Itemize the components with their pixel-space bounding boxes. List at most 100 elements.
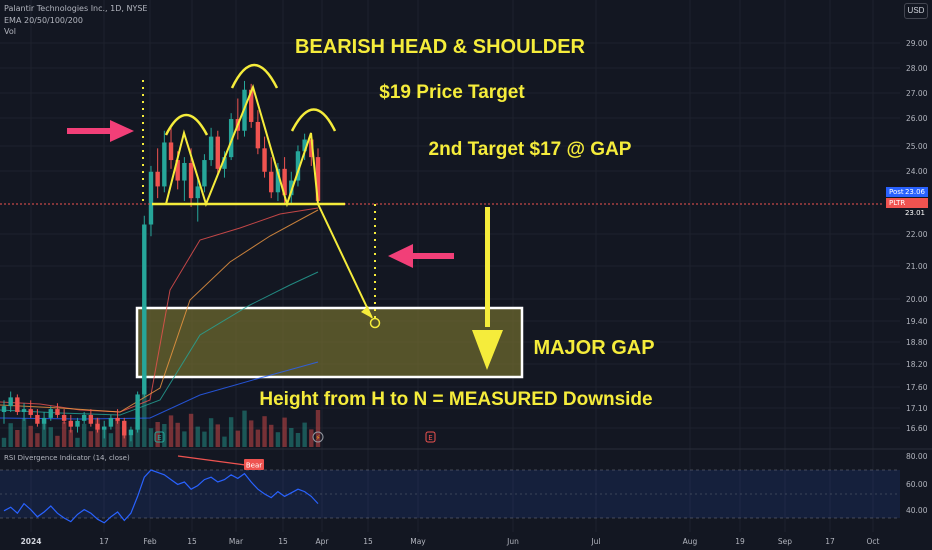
volume-bar (8, 423, 13, 447)
volume-bar (81, 423, 87, 447)
candle-body (28, 409, 33, 415)
candle-body (15, 397, 20, 413)
candle-body (275, 168, 281, 193)
ema-line (0, 361, 319, 420)
volume-bar (1, 437, 7, 447)
candle-body (175, 160, 180, 181)
candle-body (55, 409, 60, 415)
time-tick-label: 15 (278, 537, 288, 546)
target2-annotation: 2nd Target $17 @ GAP (429, 139, 632, 160)
ema-legend[interactable]: EMA 20/50/100/200 (4, 16, 83, 25)
bear-label: Bear (246, 462, 262, 470)
candle-body (302, 139, 307, 152)
candle-body (81, 414, 87, 421)
candle-body (88, 414, 94, 424)
volume-bar (115, 420, 120, 447)
candle-body (102, 426, 107, 430)
time-tick-label: Feb (143, 537, 157, 546)
price-tick-label: 26.00 (906, 114, 928, 123)
time-tick-label: Apr (316, 537, 330, 546)
time-tick-label: 17 (99, 537, 109, 546)
rsi-tick-label: 80.00 (906, 452, 928, 461)
candle-body (75, 420, 80, 427)
volume-bar (309, 429, 314, 447)
candle-body (295, 151, 301, 181)
candle-body (142, 224, 147, 395)
candle-body (48, 409, 53, 418)
volume-bar (88, 431, 94, 447)
candle-body (202, 160, 207, 187)
ema-line (0, 207, 319, 413)
candle-body (155, 171, 160, 187)
down-arrow-shaft (485, 207, 490, 327)
candle-body (128, 429, 134, 436)
candle-body (41, 417, 47, 424)
volume-bar (108, 433, 114, 447)
candle-body (228, 119, 234, 158)
candle-body (122, 420, 127, 436)
candle-body (188, 162, 194, 199)
volume-bar (215, 424, 220, 447)
time-tick-label: Aug (683, 537, 698, 546)
split-marker[interactable]: ⚡ (312, 431, 324, 443)
volume-bar (228, 417, 234, 447)
price-axis: 29.00 28.00 27.00 26.00 25.00 24.00 22.00 21.00… (906, 39, 928, 433)
candle-body (162, 142, 167, 187)
volume-bar (168, 415, 174, 447)
time-tick-label: Mar (229, 537, 244, 546)
volume-bar (202, 431, 207, 447)
ema-lines (0, 207, 319, 420)
title-annotation: BEARISH HEAD & SHOULDER (295, 36, 586, 58)
volume-bar (68, 429, 74, 447)
right-shoulder-arc (290, 108, 337, 132)
volume-bar (295, 433, 301, 447)
price-tick-label: 18.80 (906, 338, 928, 347)
rsi-indicator-label[interactable]: RSI Divergence Indicator (14, close) (4, 454, 130, 462)
currency-button[interactable]: USD (904, 3, 928, 19)
price-tick-label: 21.00 (906, 262, 928, 271)
time-tick-label: 15 (363, 537, 373, 546)
candle-body (21, 409, 27, 413)
major-gap-zone (135, 306, 524, 379)
candle-body (95, 423, 100, 430)
volume-bar (255, 429, 261, 447)
candle-body (148, 171, 154, 225)
candle-body (61, 414, 67, 421)
vol-legend[interactable]: Vol (4, 27, 16, 36)
candle-body (1, 406, 7, 413)
candle-body (115, 417, 120, 421)
volume-bar (289, 428, 294, 447)
time-tick-label: Jul (590, 537, 600, 546)
candle-body (222, 157, 227, 169)
price-tick-label: 17.60 (906, 383, 928, 392)
candle-body (282, 168, 287, 196)
volume-bar (315, 410, 321, 447)
bear-divergence-line (177, 455, 254, 467)
time-tick-label: 2024 (21, 537, 42, 546)
ema-line (0, 271, 319, 416)
volume-bar (155, 422, 160, 447)
candle-body (208, 136, 214, 161)
volume-bar (21, 418, 27, 447)
pltr-badge-label: PLTR (889, 199, 906, 207)
candle-body (68, 420, 74, 427)
post-badge-label: Post (889, 188, 904, 196)
time-axis: 2024 17 Feb 15 Mar 15 Apr 15 May Jun Jul Aug 19 Sep 17… (21, 537, 880, 546)
volume-bar (235, 430, 241, 447)
earnings-marker-2[interactable]: E (425, 431, 436, 443)
volume-bar (262, 416, 267, 447)
candle-body (35, 414, 40, 424)
svg-text:E: E (428, 434, 432, 442)
volume-bar (222, 436, 227, 447)
volume-bar (269, 424, 274, 447)
candle-body (289, 180, 294, 196)
time-tick-label: 17 (825, 537, 835, 546)
earnings-marker-1[interactable]: E (154, 431, 165, 443)
price-tick-label: 19.40 (906, 317, 928, 326)
volume-bar (195, 426, 200, 447)
volume-bar (182, 431, 187, 447)
candle-body (315, 157, 321, 202)
ticker-line[interactable]: Palantir Technologies Inc., 1D, NYSE (4, 4, 148, 13)
ema-line (0, 209, 319, 413)
